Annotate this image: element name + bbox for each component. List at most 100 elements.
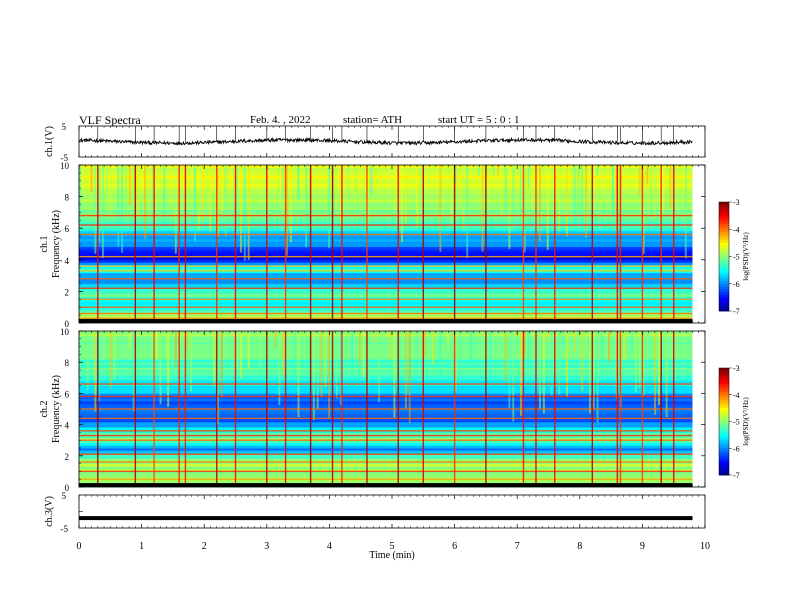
impulse-line — [309, 165, 312, 323]
heatmap-row — [79, 471, 693, 475]
heatmap-row — [79, 307, 693, 311]
heatmap-row — [79, 259, 693, 263]
heatmap-col — [224, 165, 227, 237]
impulse-line — [485, 331, 487, 487]
y-tick-label: 10 — [60, 161, 70, 171]
colorbar-segment — [719, 256, 729, 260]
ch3-waveform-ylabel: ch.3(V) — [44, 496, 55, 527]
heatmap-col — [669, 165, 672, 209]
colorbar-segment — [719, 302, 729, 306]
tone-line — [79, 383, 693, 385]
heatmap-col — [496, 165, 499, 177]
ch3-waveform-frame — [78, 494, 706, 529]
heatmap-col — [117, 165, 120, 247]
heatmap-row — [79, 435, 693, 438]
impulse-line — [422, 165, 424, 323]
colorbar-segment — [719, 261, 729, 266]
impulse-line — [619, 331, 622, 487]
colorbar-segment — [719, 466, 729, 471]
colorbar-segment — [719, 305, 729, 309]
colorbar-segment — [719, 402, 729, 406]
heatmap-row — [79, 315, 693, 319]
colorbar-segment — [719, 434, 729, 438]
y-tick-label: 0 — [65, 319, 70, 329]
heatmap-col — [335, 331, 338, 399]
tone-line — [79, 214, 693, 217]
heatmap-col — [186, 165, 189, 170]
colorbar-segment — [719, 429, 729, 433]
heatmap-col — [527, 331, 530, 371]
heatmap-col — [136, 165, 139, 218]
heatmap-col — [247, 165, 250, 260]
colorbar-label: log(PSD)(V²/Hz) — [742, 232, 750, 281]
impulse-line — [266, 165, 268, 323]
colorbar-segment — [719, 229, 729, 233]
heatmap-col — [577, 331, 580, 354]
colorbar-segment — [719, 378, 729, 382]
heatmap-col — [355, 165, 357, 194]
y-tick-label: 5 — [62, 491, 67, 501]
heatmap-col — [489, 331, 492, 387]
heatmap-col — [454, 331, 457, 391]
colorbar-segment — [719, 270, 729, 274]
heatmap-col — [297, 165, 300, 201]
tone-line — [79, 478, 693, 480]
heatmap-col — [546, 165, 549, 250]
heatmap-col — [171, 331, 173, 382]
heatmap-col — [523, 331, 526, 355]
heatmap-row — [79, 251, 693, 255]
tone-line — [79, 430, 693, 432]
heatmap-col — [558, 165, 561, 232]
heatmap-row — [79, 291, 693, 295]
heatmap-col — [654, 331, 657, 415]
x-tick-label: 6 — [452, 541, 457, 552]
heatmap-row — [79, 479, 693, 483]
impulse-line — [660, 331, 662, 487]
heatmap-col — [577, 165, 580, 233]
colorbar-segment — [719, 394, 729, 398]
heatmap-col — [105, 165, 108, 212]
x-tick-label: 5 — [390, 541, 395, 552]
colorbar-tick-label: -3 — [733, 198, 740, 207]
impulse-line — [134, 165, 137, 323]
colorbar-segment — [719, 248, 729, 252]
impulse-line — [331, 165, 334, 323]
heatmap-col — [186, 331, 189, 349]
colorbar-segment — [719, 376, 729, 380]
heatmap-col — [642, 165, 645, 254]
colorbar-segment — [719, 432, 729, 436]
heatmap-col — [240, 165, 242, 253]
heatmap-col — [297, 331, 300, 418]
colorbar-tick-label: -4 — [733, 225, 740, 234]
x-tick-label: 9 — [640, 541, 645, 552]
heatmap-col — [316, 331, 319, 409]
heatmap-col — [458, 331, 461, 386]
heatmap-col — [217, 331, 219, 425]
colorbar-segment — [719, 237, 729, 241]
y-tick-label: 6 — [65, 389, 70, 399]
colorbar-segment — [719, 215, 729, 219]
heatmap-col — [182, 165, 185, 189]
heatmap-col — [194, 165, 196, 242]
heatmap-row — [79, 175, 693, 179]
impulse-line — [234, 331, 237, 487]
ch1-waveform-trace — [78, 136, 693, 147]
heatmap-row — [79, 419, 693, 423]
heatmap-row — [79, 238, 693, 242]
heatmap-col — [592, 331, 595, 410]
colorbar-segment — [719, 400, 729, 404]
heatmap-row — [79, 178, 693, 182]
heatmap-row — [79, 476, 693, 480]
heatmap-row — [79, 220, 693, 224]
heatmap-col — [585, 165, 588, 238]
impulse-line — [453, 165, 456, 323]
heatmap-row — [79, 385, 693, 389]
heatmap-col — [121, 165, 124, 253]
heatmap-row — [79, 204, 693, 208]
heatmap-col — [684, 165, 687, 259]
colorbar-segment — [719, 416, 729, 420]
heatmap-row — [79, 209, 693, 213]
colorbar-segment — [719, 275, 729, 279]
heatmap-row — [79, 272, 693, 276]
heatmap-row — [79, 280, 693, 284]
